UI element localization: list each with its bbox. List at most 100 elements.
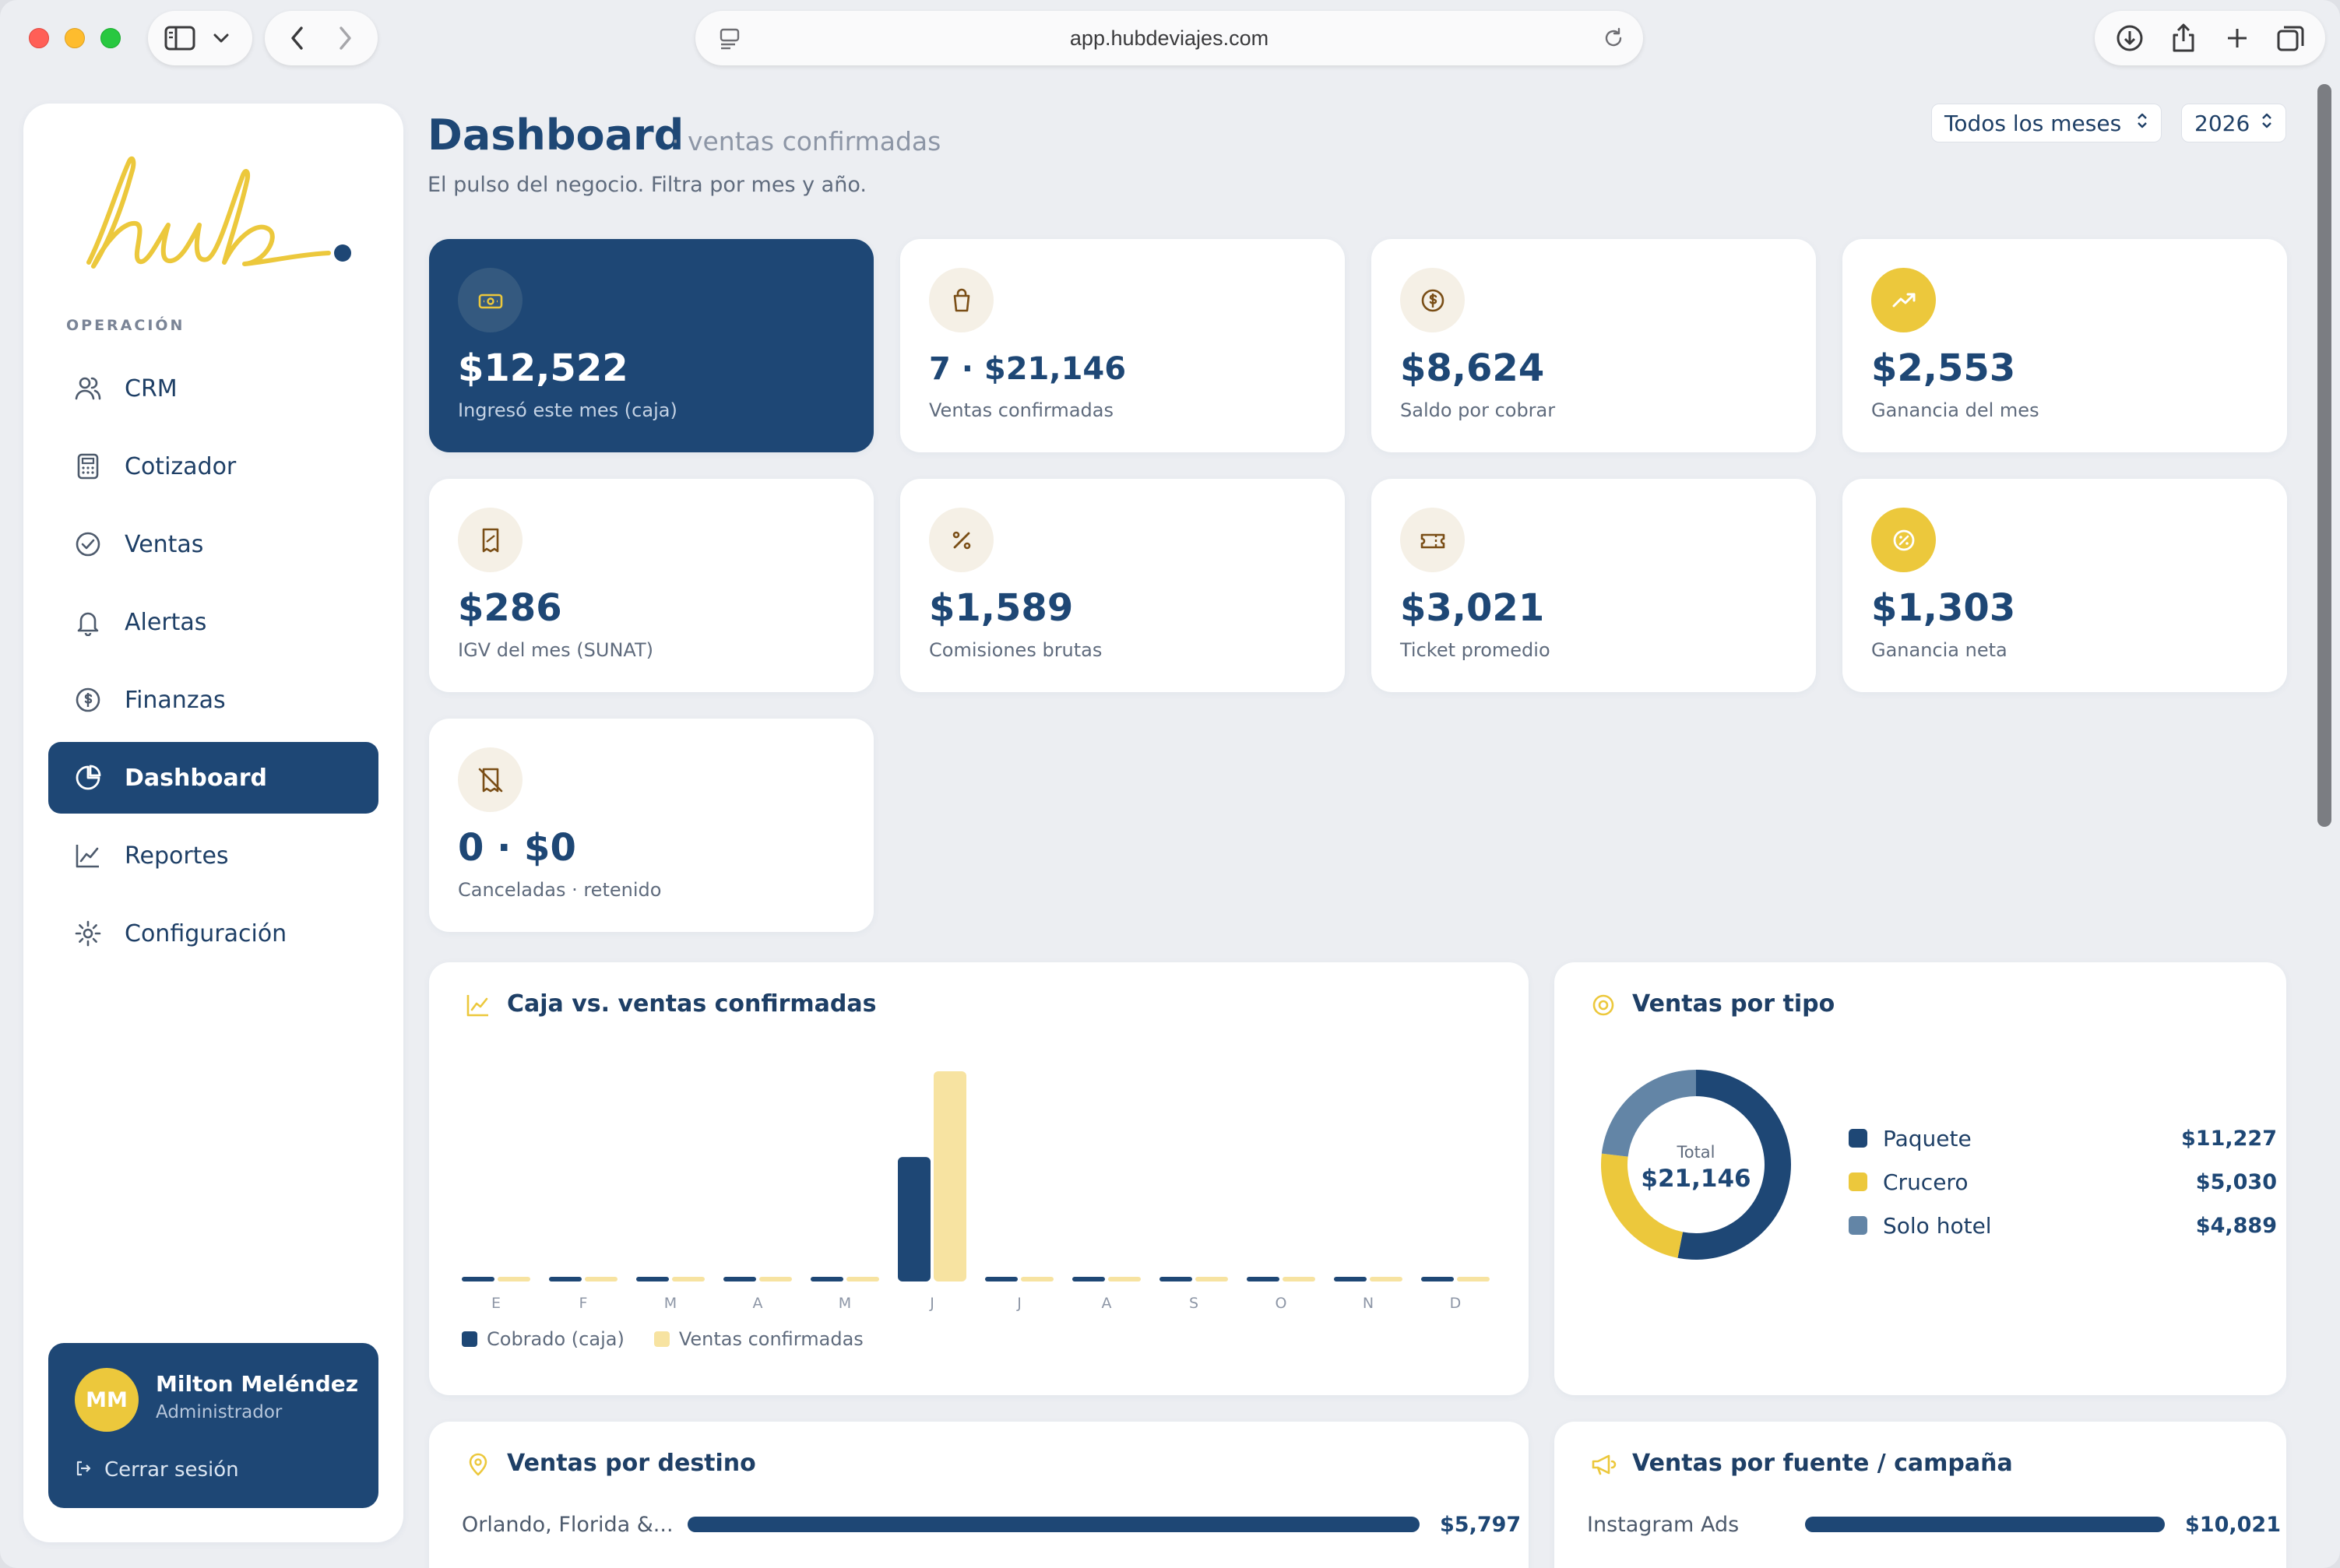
bar-ventas-9[interactable] bbox=[1283, 1277, 1315, 1281]
kpi-card-comisiones: $1,589 Comisiones brutas bbox=[900, 479, 1345, 692]
destination-name: Orlando, Florida &... bbox=[462, 1512, 674, 1537]
bar-ventas-6[interactable] bbox=[1021, 1277, 1054, 1281]
user-name: Milton Meléndez bbox=[156, 1371, 359, 1397]
bar-cobrado-5[interactable] bbox=[898, 1157, 931, 1281]
sidebar-item-crm[interactable]: CRM bbox=[48, 353, 378, 424]
x-tick-label: J bbox=[929, 1295, 934, 1312]
legend-item-cobrado: Cobrado (caja) bbox=[462, 1328, 625, 1350]
sidebar-item-dashboard[interactable]: Dashboard bbox=[48, 742, 378, 814]
page-scrollbar[interactable] bbox=[2317, 84, 2331, 827]
zoom-window-button[interactable] bbox=[100, 28, 121, 48]
source-bar-track bbox=[1805, 1517, 2165, 1532]
bar-ventas-4[interactable] bbox=[846, 1277, 879, 1281]
bar-ventas-5[interactable] bbox=[934, 1071, 966, 1281]
cash-icon bbox=[458, 268, 523, 332]
donut-slice-2[interactable] bbox=[1601, 1070, 1696, 1157]
x-tick-label: S bbox=[1189, 1295, 1198, 1312]
kpi-label: Ganancia neta bbox=[1871, 639, 2007, 661]
bar-ventas-7[interactable] bbox=[1108, 1277, 1141, 1281]
browser-actions-group bbox=[2095, 11, 2325, 65]
line-chart-icon bbox=[463, 990, 493, 1020]
sidebar-item-label: Finanzas bbox=[125, 686, 226, 714]
bar-cobrado-6[interactable] bbox=[985, 1277, 1018, 1281]
sidebar: OPERACIÓN CRM Cotizador Ventas Alertas bbox=[23, 104, 403, 1542]
x-tick-label: M bbox=[664, 1295, 677, 1312]
sidebar-item-cotizador[interactable]: Cotizador bbox=[48, 431, 378, 502]
bar-cobrado-8[interactable] bbox=[1159, 1277, 1192, 1281]
legend-swatch bbox=[1849, 1172, 1867, 1191]
calculator-icon bbox=[73, 452, 103, 481]
bar-cobrado-10[interactable] bbox=[1334, 1277, 1367, 1281]
bar-ventas-10[interactable] bbox=[1370, 1277, 1402, 1281]
hub-logo bbox=[58, 138, 369, 286]
bar-cobrado-1[interactable] bbox=[549, 1277, 582, 1281]
badge-percent-icon bbox=[1871, 508, 1936, 572]
kpi-value: 7 · $21,146 bbox=[929, 351, 1127, 387]
donut-total-value: $21,146 bbox=[1641, 1165, 1751, 1193]
donut-slice-0[interactable] bbox=[1677, 1070, 1791, 1260]
sidebar-item-reportes[interactable]: Reportes bbox=[48, 820, 378, 891]
kpi-value: $8,624 bbox=[1400, 346, 1545, 390]
kpi-card-ganancia-del-mes: $2,553 Ganancia del mes bbox=[1842, 239, 2287, 452]
legend-swatch bbox=[462, 1331, 477, 1347]
sidebar-item-finanzas[interactable]: Finanzas bbox=[48, 664, 378, 736]
tab-overview-icon[interactable] bbox=[2272, 19, 2310, 57]
bar-cobrado-2[interactable] bbox=[636, 1277, 669, 1281]
bar-cobrado-3[interactable] bbox=[723, 1277, 756, 1281]
bar-cobrado-4[interactable] bbox=[811, 1277, 843, 1281]
x-tick-label: M bbox=[839, 1295, 851, 1312]
address-bar[interactable]: app.hubdeviajes.com bbox=[695, 11, 1643, 65]
minimize-window-button[interactable] bbox=[65, 28, 85, 48]
x-tick-label: A bbox=[1102, 1295, 1112, 1312]
bar-cobrado-11[interactable] bbox=[1421, 1277, 1454, 1281]
sidebar-item-label: Dashboard bbox=[125, 764, 267, 792]
share-icon[interactable] bbox=[2165, 19, 2202, 57]
chevron-down-icon[interactable] bbox=[202, 19, 240, 57]
kpi-value: $286 bbox=[458, 586, 562, 630]
ticket-icon bbox=[1400, 508, 1465, 572]
bar-cobrado-0[interactable] bbox=[462, 1277, 494, 1281]
kpi-value: 0 · $0 bbox=[458, 826, 576, 870]
download-icon[interactable] bbox=[2111, 19, 2148, 57]
new-tab-icon[interactable] bbox=[2219, 19, 2256, 57]
logout-button[interactable]: Cerrar sesión bbox=[75, 1458, 239, 1482]
bar-ventas-0[interactable] bbox=[498, 1277, 530, 1281]
sidebar-toggle-group bbox=[148, 11, 252, 65]
year-select[interactable]: 2026 bbox=[2181, 104, 2286, 142]
back-arrow-icon[interactable] bbox=[279, 19, 316, 57]
close-window-button[interactable] bbox=[29, 28, 49, 48]
destination-bar-fill bbox=[688, 1517, 1420, 1532]
receipt-off-icon bbox=[458, 747, 523, 812]
bar-ventas-2[interactable] bbox=[672, 1277, 705, 1281]
bar-cobrado-7[interactable] bbox=[1072, 1277, 1105, 1281]
bar-cobrado-9[interactable] bbox=[1247, 1277, 1279, 1281]
kpi-card-saldo-por-cobrar: $8,624 Saldo por cobrar bbox=[1371, 239, 1816, 452]
bar-ventas-1[interactable] bbox=[585, 1277, 618, 1281]
donut-slice-1[interactable] bbox=[1601, 1153, 1684, 1258]
kpi-card-ganancia-neta: $1,303 Ganancia neta bbox=[1842, 479, 2287, 692]
kpi-label: IGV del mes (SUNAT) bbox=[458, 639, 653, 661]
percent-icon bbox=[929, 508, 994, 572]
month-select[interactable]: Todos los meses bbox=[1931, 104, 2162, 142]
type-name: Crucero bbox=[1883, 1169, 1969, 1195]
bar-ventas-3[interactable] bbox=[759, 1277, 792, 1281]
page-menu-icon[interactable] bbox=[711, 19, 748, 57]
destination-bar-track bbox=[688, 1517, 1420, 1532]
sidebar-item-label: CRM bbox=[125, 374, 178, 403]
legend-swatch bbox=[1849, 1129, 1867, 1148]
sidebar-toggle-icon[interactable] bbox=[161, 19, 199, 57]
sidebar-item-ventas[interactable]: Ventas bbox=[48, 508, 378, 580]
page-description: El pulso del negocio. Filtra por mes y a… bbox=[428, 173, 867, 197]
history-nav-group bbox=[265, 11, 378, 65]
reload-icon[interactable] bbox=[1595, 19, 1632, 57]
sidebar-item-configuracion[interactable]: Configuración bbox=[48, 898, 378, 969]
kpi-label: Ganancia del mes bbox=[1871, 399, 2039, 421]
bar-ventas-8[interactable] bbox=[1195, 1277, 1228, 1281]
forward-arrow-icon[interactable] bbox=[326, 19, 364, 57]
bar-ventas-11[interactable] bbox=[1457, 1277, 1490, 1281]
sidebar-item-alertas[interactable]: Alertas bbox=[48, 586, 378, 658]
map-pin-icon bbox=[463, 1450, 493, 1479]
type-value: $11,227 bbox=[2181, 1126, 2277, 1151]
panel-title: Ventas por tipo bbox=[1632, 990, 1835, 1018]
